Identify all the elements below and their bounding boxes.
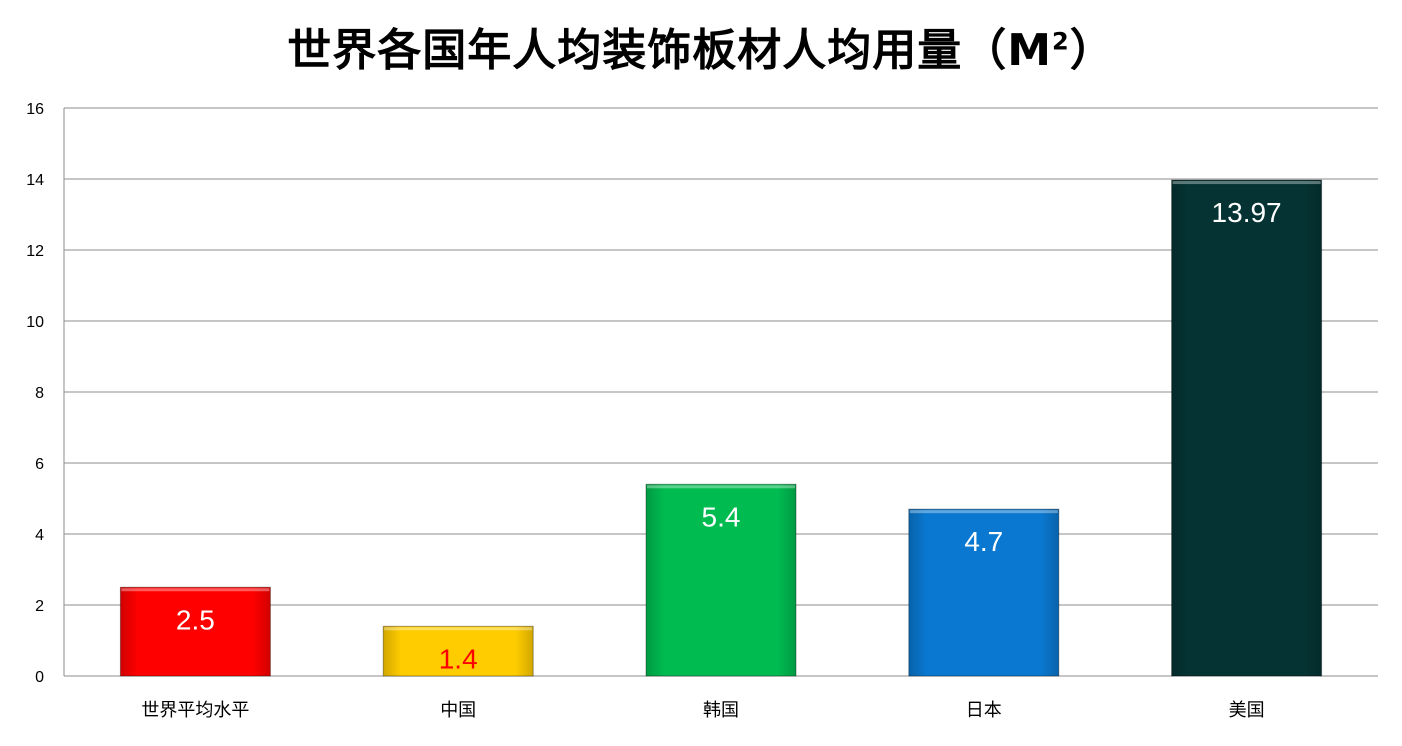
chart-title-main: 世界各国年人均装饰板材人均用量（M	[287, 25, 1053, 76]
data-label: 4.7	[964, 526, 1003, 557]
bar	[1171, 179, 1323, 677]
y-tick-label: 16	[26, 101, 44, 118]
data-label: 1.4	[439, 643, 478, 674]
bar-shading	[1171, 180, 1322, 676]
category-label: 美国	[1229, 700, 1265, 721]
bar-shading	[908, 509, 1059, 676]
data-labels: 2.5 1.4 5.4 4.7 13.97	[176, 197, 1282, 674]
bar-highlight	[121, 588, 270, 592]
y-tick-label: 6	[35, 456, 44, 473]
y-tick-label: 14	[26, 172, 44, 189]
y-tick-label: 4	[35, 527, 44, 544]
y-tick-label: 2	[35, 598, 44, 615]
bar-shading	[646, 484, 796, 676]
category-label: 韩国	[703, 700, 739, 721]
bar-highlight	[647, 485, 795, 489]
chart-title-superscript: 2	[1052, 27, 1070, 56]
data-label: 2.5	[176, 604, 215, 635]
y-tick-label: 12	[26, 243, 44, 260]
x-category-labels: 世界平均水平 中国 韩国 日本 美国	[141, 700, 1264, 721]
bar	[382, 625, 534, 677]
bar	[645, 483, 797, 677]
bar-highlight	[1172, 181, 1321, 185]
y-tick-label: 10	[26, 314, 44, 331]
bars	[119, 179, 1323, 677]
category-label: 日本	[966, 700, 1002, 721]
bar	[908, 508, 1060, 677]
chart-title-end: ）	[1069, 25, 1115, 76]
y-tick-labels: 0 2 4 6 8 10 12 14 16	[26, 101, 44, 686]
bar	[119, 586, 271, 677]
bar-shading	[383, 626, 534, 676]
data-label: 5.4	[702, 501, 741, 532]
chart-title: 世界各国年人均装饰板材人均用量（M2）	[0, 14, 1402, 78]
bar-highlight	[384, 627, 533, 631]
category-label: 世界平均水平	[141, 700, 249, 721]
bar-shading	[120, 587, 271, 676]
category-label: 中国	[440, 700, 476, 721]
y-tick-label: 0	[35, 669, 44, 686]
data-label: 13.97	[1212, 197, 1282, 228]
y-tick-label: 8	[35, 385, 44, 402]
bar-highlight	[909, 510, 1058, 514]
